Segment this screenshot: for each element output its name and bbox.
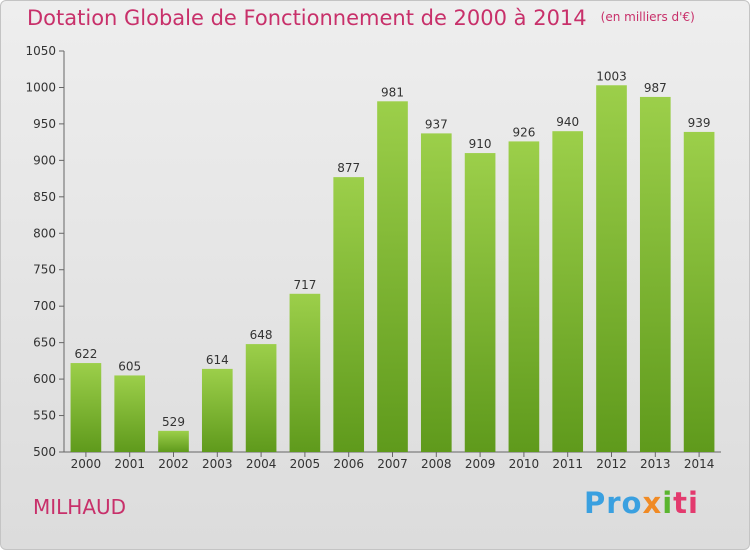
value-label-2012: 1003 — [596, 69, 627, 83]
bar-2003 — [201, 368, 233, 452]
x-tick-label: 2006 — [333, 457, 364, 471]
y-tick-label: 750 — [33, 263, 56, 277]
proxiti-logo[interactable]: Proxiti — [584, 486, 699, 520]
bar-2010 — [508, 141, 540, 452]
y-tick-label: 700 — [33, 299, 56, 313]
x-tick-label: 2014 — [684, 457, 715, 471]
value-label-2004: 648 — [250, 328, 273, 342]
value-label-2001: 605 — [118, 359, 141, 373]
y-tick-label: 950 — [33, 117, 56, 131]
bar-2014 — [683, 131, 715, 453]
axes: 500 550 600 650 700 750 800 850 900 950 1000 1050 20… — [25, 44, 721, 471]
value-label-2014: 939 — [688, 116, 711, 130]
bar-2011 — [552, 131, 584, 452]
x-tick-label: 2008 — [421, 457, 452, 471]
chart-title: Dotation Globale de Fonctionnement de 20… — [27, 6, 695, 30]
y-tick-label: 600 — [33, 372, 56, 386]
value-label-2008: 937 — [425, 117, 448, 131]
logo-part-4: ti — [673, 486, 699, 520]
y-tick-label: 900 — [33, 153, 56, 167]
x-tick-label: 2002 — [158, 457, 189, 471]
value-label-2000: 622 — [74, 347, 97, 361]
x-tick-label: 2005 — [290, 457, 321, 471]
bar-2000 — [70, 363, 102, 452]
y-tick-label: 650 — [33, 336, 56, 350]
logo-part-2: x — [642, 486, 663, 520]
y-tick-label: 1000 — [25, 80, 56, 94]
commune-name: MILHAUD — [33, 495, 127, 519]
x-tick-label: 2011 — [552, 457, 583, 471]
value-label-2003: 614 — [206, 353, 229, 367]
bars — [70, 85, 715, 453]
y-tick-label: 500 — [33, 445, 56, 459]
y-tick-label: 550 — [33, 409, 56, 423]
bar-2002 — [158, 430, 189, 452]
x-tick-label: 2003 — [202, 457, 233, 471]
x-tick-label: 2000 — [71, 457, 102, 471]
chart-title-text: Dotation Globale de Fonctionnement de 20… — [27, 6, 587, 30]
chart-subtitle: (en milliers d'€) — [600, 10, 695, 24]
y-tick-label: 1050 — [25, 44, 56, 58]
value-label-2007: 981 — [381, 85, 404, 99]
value-label-2010: 926 — [512, 125, 535, 139]
value-label-2011: 940 — [556, 115, 579, 129]
x-tick-label: 2004 — [246, 457, 277, 471]
bar-2004 — [245, 344, 277, 452]
value-label-2006: 877 — [337, 161, 360, 175]
value-label-2002: 529 — [162, 415, 185, 429]
value-labels: 622 605 529 614 648 717 877 981 937 910 926 940 1003… — [74, 69, 710, 429]
bar-2001 — [114, 375, 146, 452]
x-tick-label: 2009 — [465, 457, 496, 471]
logo-part-3: i — [662, 486, 674, 520]
y-tick-label: 800 — [33, 226, 56, 240]
bar-2006 — [333, 177, 365, 452]
bar-2005 — [289, 293, 321, 452]
x-tick-label: 2012 — [596, 457, 627, 471]
bar-2013 — [639, 96, 671, 452]
value-label-2005: 717 — [293, 278, 316, 292]
value-label-2009: 910 — [469, 137, 492, 151]
bar-2007 — [377, 101, 408, 452]
x-tick-label: 2013 — [640, 457, 671, 471]
bar-2012 — [596, 85, 627, 452]
value-label-2013: 987 — [644, 81, 667, 95]
bar-2009 — [464, 153, 496, 452]
y-tick-label: 850 — [33, 190, 56, 204]
x-tick-label: 2001 — [114, 457, 145, 471]
x-tick-label: 2010 — [509, 457, 540, 471]
bar-2008 — [420, 133, 452, 452]
logo-part-1: Pro — [584, 486, 643, 520]
x-tick-label: 2007 — [377, 457, 408, 471]
